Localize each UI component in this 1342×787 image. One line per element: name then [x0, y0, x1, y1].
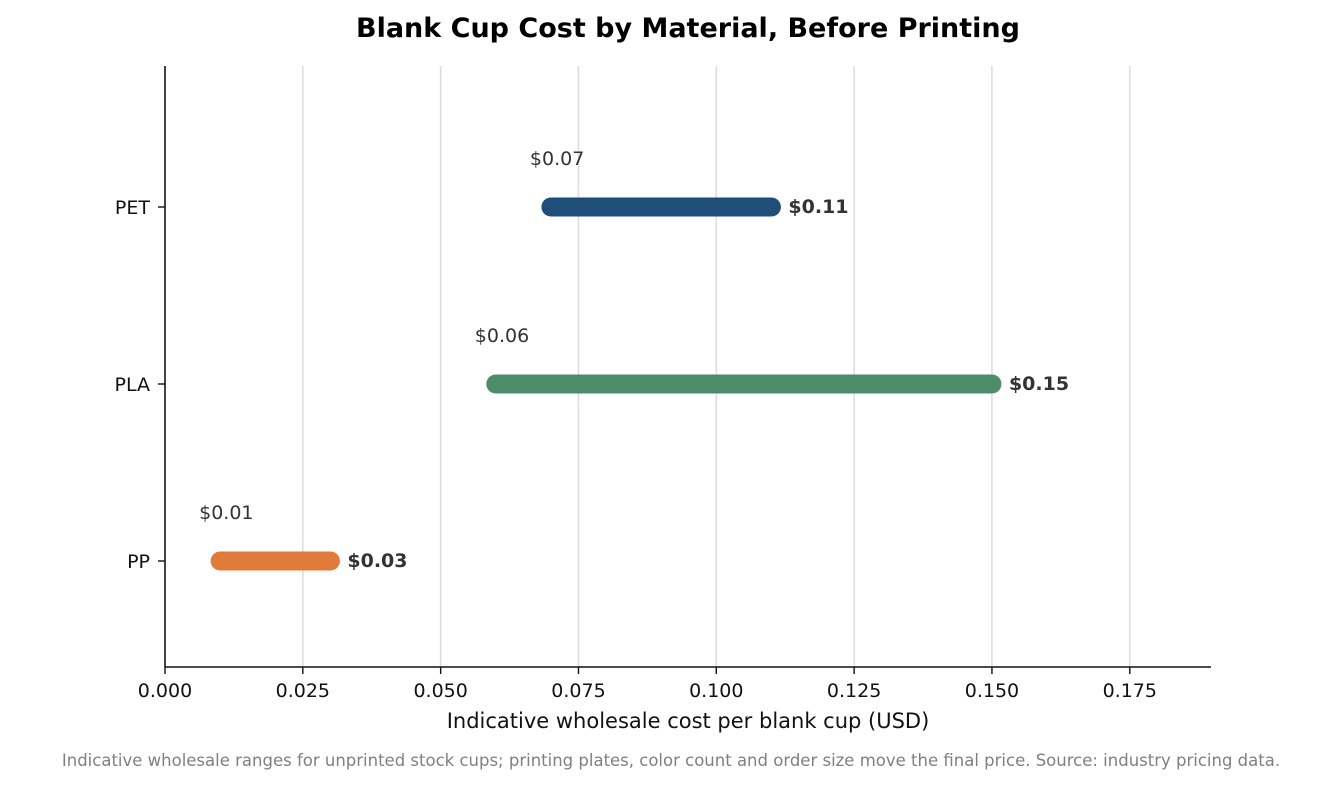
- high-value-label: $0.11: [788, 196, 848, 218]
- low-value-label: $0.07: [530, 148, 584, 170]
- low-value-label: $0.06: [475, 325, 529, 347]
- y-axis-ticks: PET PLA PP: [115, 197, 165, 573]
- y-tick-label: PET: [115, 197, 150, 219]
- x-tick-label: 0.000: [138, 680, 192, 702]
- range-chart: Blank Cup Cost by Material, Before Print…: [115, 13, 1211, 733]
- x-tick-label: 0.125: [827, 680, 881, 702]
- chart-title: Blank Cup Cost by Material, Before Print…: [356, 13, 1020, 44]
- value-labels: $0.07 $0.11 $0.06 $0.15 $0.01 $0.03: [199, 148, 1069, 572]
- y-tick-label: PLA: [115, 374, 150, 396]
- x-tick-label: 0.050: [413, 680, 467, 702]
- low-value-label: $0.01: [199, 502, 253, 524]
- gridlines: [302, 66, 1131, 667]
- high-value-label: $0.15: [1009, 373, 1069, 395]
- footnote: Indicative wholesale ranges for unprinte…: [61, 751, 1281, 770]
- x-tick-label: 0.100: [689, 680, 743, 702]
- x-axis-ticks: 0.000 0.025 0.050 0.075 0.100 0.125 0.150 0.175: [138, 667, 1157, 702]
- x-tick-label: 0.175: [1103, 680, 1157, 702]
- y-tick-label: PP: [127, 551, 150, 573]
- x-tick-label: 0.150: [965, 680, 1019, 702]
- axes: [164, 66, 1211, 668]
- x-tick-label: 0.075: [551, 680, 605, 702]
- x-tick-label: 0.025: [276, 680, 330, 702]
- range-bars: [210, 197, 1002, 571]
- high-value-label: $0.03: [347, 550, 407, 572]
- x-axis-label: Indicative wholesale cost per blank cup …: [447, 709, 930, 733]
